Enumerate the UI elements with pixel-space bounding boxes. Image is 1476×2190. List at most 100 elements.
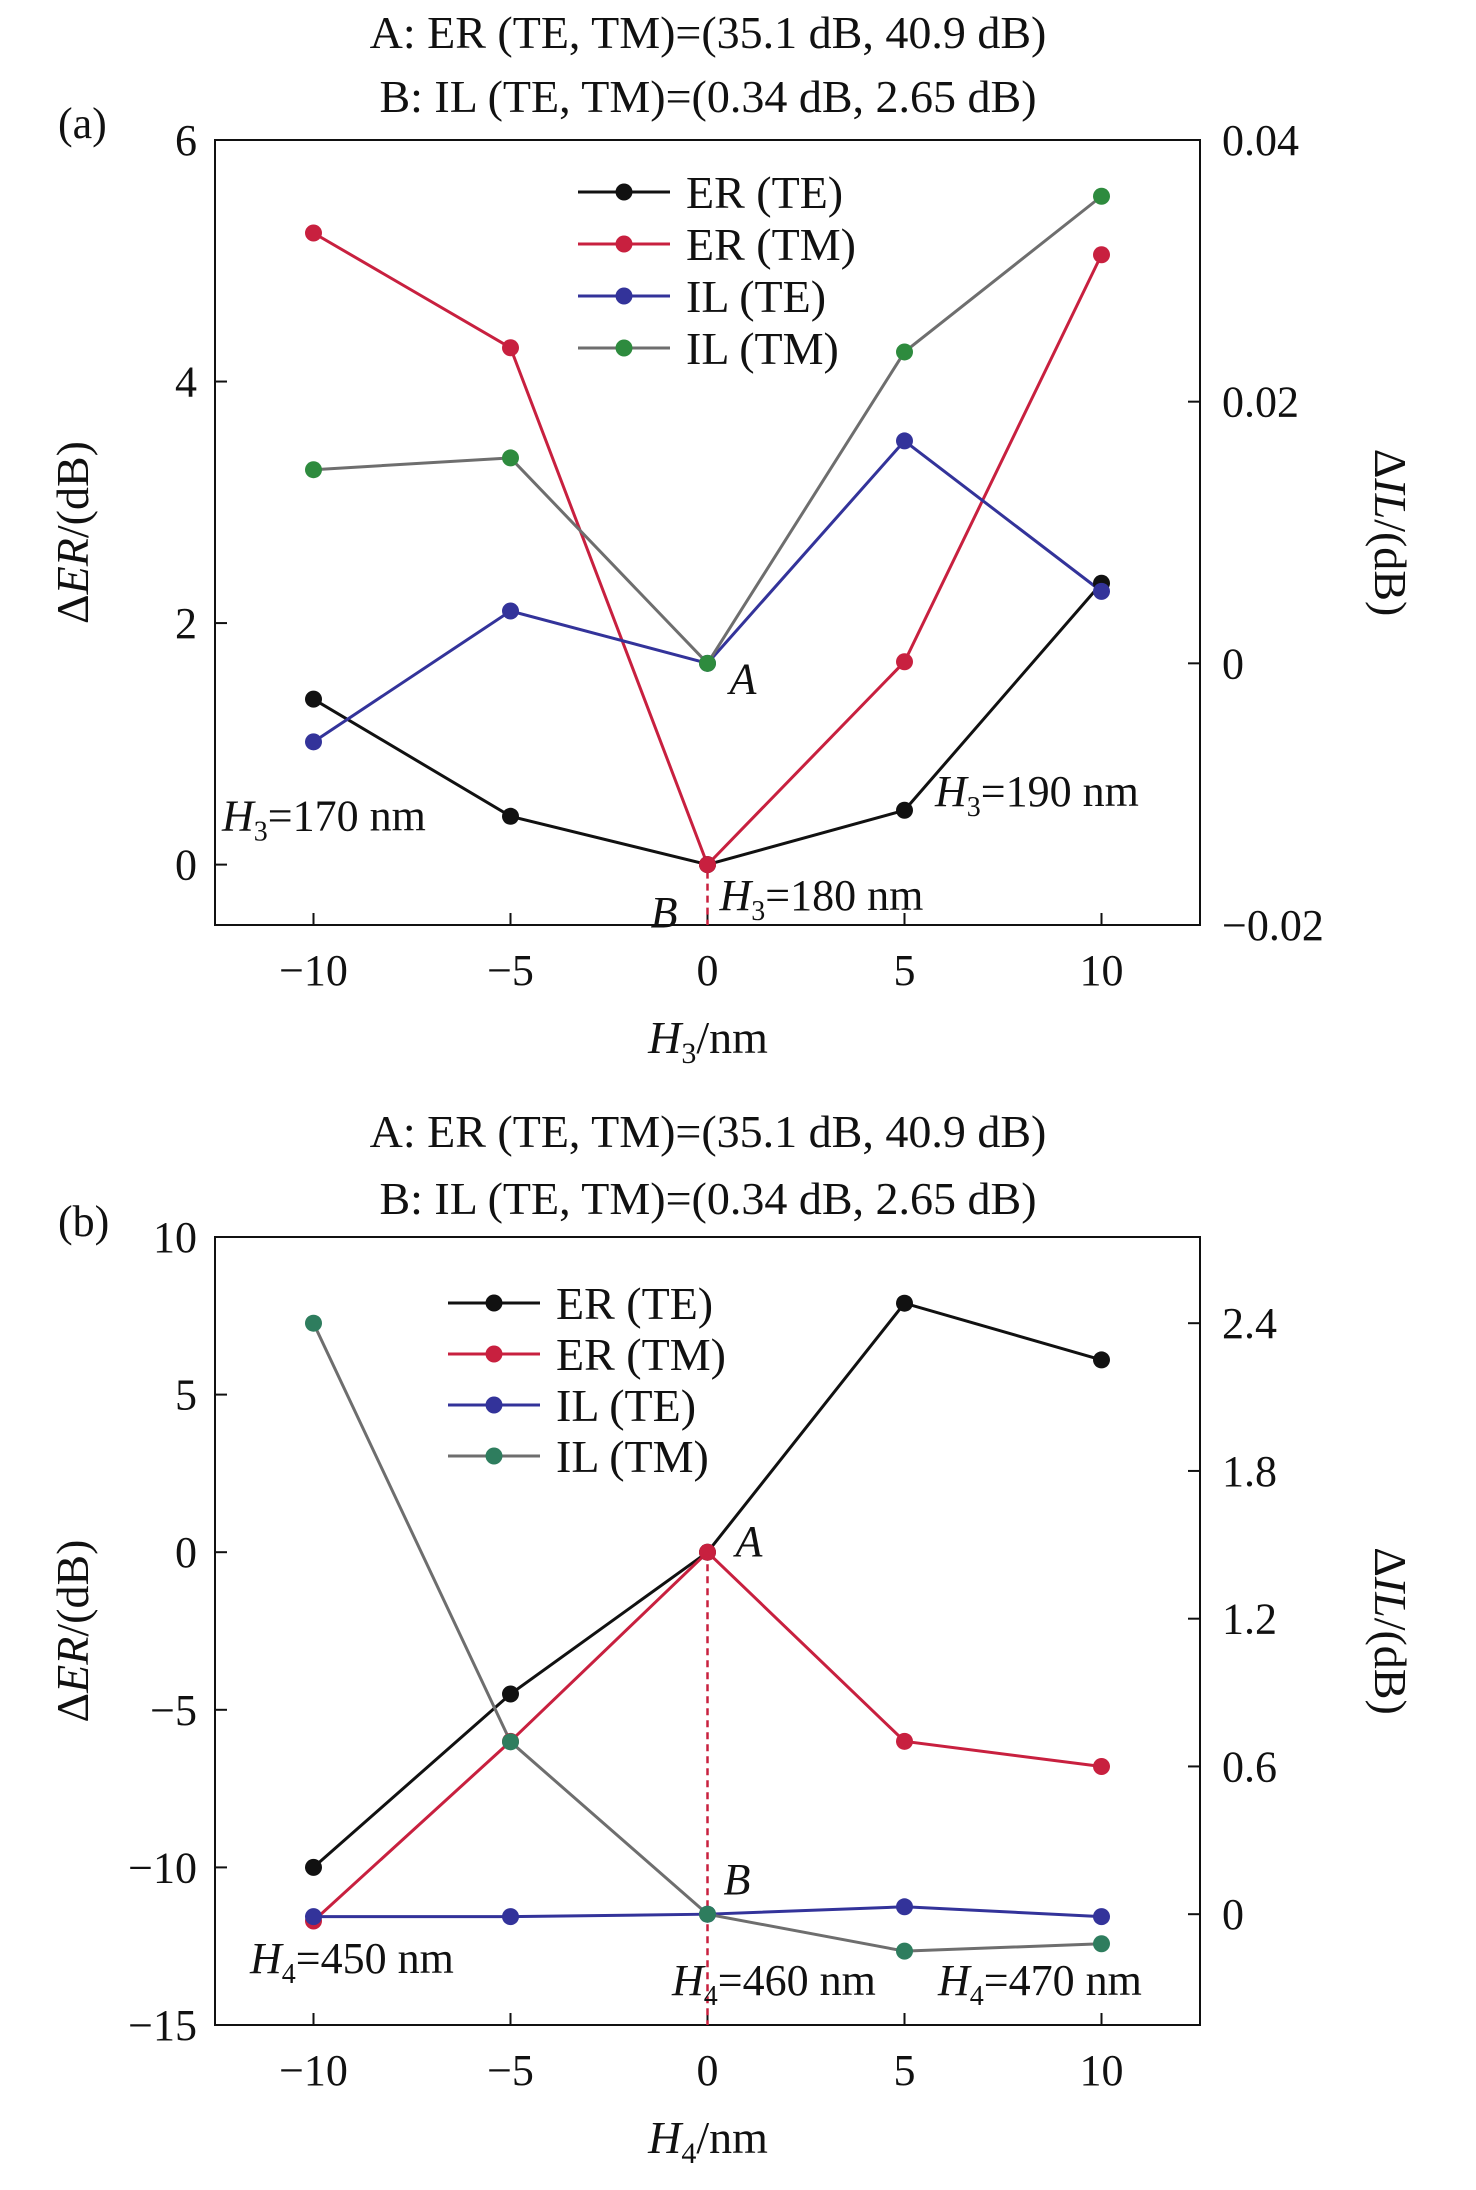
data-point — [305, 1908, 322, 1926]
data-point — [896, 432, 913, 450]
parameter-label-symbol: H — [937, 1956, 972, 2005]
data-point — [699, 1543, 716, 1561]
point-label-b: B — [724, 1855, 751, 1904]
data-point — [896, 1942, 913, 1960]
y-axis-label-unit: /(dB) — [47, 1540, 98, 1637]
x-tick-label: 0 — [697, 946, 719, 995]
legend-marker — [485, 1447, 503, 1465]
x-tick-label: −5 — [487, 2046, 534, 2095]
parameter-label-symbol: H — [671, 1956, 706, 2005]
parameter-label-value: =190 nm — [981, 767, 1139, 816]
parameter-label-subscript: 4 — [704, 1981, 718, 2012]
x-axis-label: H3/nm — [647, 1012, 768, 1070]
y-tick-label: −5 — [150, 1686, 197, 1735]
data-point — [502, 1908, 519, 1926]
data-point — [896, 343, 913, 361]
y-axis-label-symbol: ER — [47, 1637, 98, 1694]
legend: ER (TE)ER (TM)IL (TE)IL (TM) — [448, 1278, 726, 1482]
data-point — [1093, 1908, 1110, 1926]
y-tick-label: 4 — [175, 358, 197, 407]
point-label-b: B — [651, 888, 678, 937]
y2-tick-label: 0 — [1222, 639, 1244, 688]
data-point — [699, 856, 716, 874]
point-label-a: A — [733, 1517, 764, 1566]
legend-label: ER (TE) — [556, 1278, 713, 1329]
y-axis-label-unit: /(dB) — [47, 441, 98, 538]
y2-tick-label: 1.8 — [1222, 1447, 1277, 1496]
y2-axis-label: ΔIL/(dB) — [1365, 1547, 1416, 1715]
data-point — [305, 224, 322, 242]
x-axis-label: H4/nm — [647, 2112, 768, 2170]
parameter-label-value: =450 nm — [296, 1934, 454, 1983]
legend-label: ER (TE) — [686, 167, 843, 218]
y-tick-label: 10 — [153, 1213, 197, 1262]
y-tick-label: 2 — [175, 599, 197, 648]
x-axis-label-symbol: H — [647, 2112, 684, 2163]
panel-label: (a) — [58, 99, 107, 148]
parameter-label-value: =460 nm — [718, 1956, 876, 2005]
y-axis-label-delta: Δ — [47, 594, 98, 624]
y-axis-label: ΔER/(dB) — [47, 1540, 98, 1723]
legend: ER (TE)ER (TM)IL (TE)IL (TM) — [578, 167, 856, 374]
data-point — [502, 602, 519, 620]
y2-tick-label: 0.6 — [1222, 1742, 1277, 1791]
point-label-a: A — [727, 654, 758, 703]
y2-axis-label-symbol: IL — [1365, 1576, 1416, 1618]
data-point — [896, 1732, 913, 1750]
legend-marker — [615, 339, 633, 357]
parameter-label-subscript: 3 — [751, 896, 765, 927]
y2-tick-label: 2.4 — [1222, 1299, 1277, 1348]
parameter-label-value: =180 nm — [765, 871, 923, 920]
x-axis-label-unit: /nm — [696, 1012, 768, 1063]
parameter-label-subscript: 3 — [254, 816, 268, 847]
data-point — [1093, 246, 1110, 264]
parameter-label-symbol: H — [221, 791, 256, 840]
x-tick-label: 5 — [894, 946, 916, 995]
chart-title-line: B: IL (TE, TM)=(0.34 dB, 2.65 dB) — [379, 71, 1036, 122]
data-point — [305, 461, 322, 479]
y2-axis-label-unit: /(dB) — [1365, 519, 1416, 616]
y-tick-label: 0 — [175, 1528, 197, 1577]
y2-tick-label: 0 — [1222, 1890, 1244, 1939]
x-tick-label: −10 — [279, 2046, 348, 2095]
chart-title-line: A: ER (TE, TM)=(35.1 dB, 40.9 dB) — [370, 1106, 1047, 1157]
x-tick-label: 5 — [894, 2046, 916, 2095]
y-tick-label: −15 — [128, 2001, 197, 2050]
parameter-label-symbol: H — [249, 1934, 284, 1983]
data-point — [502, 807, 519, 825]
x-axis-label-subscript: 4 — [681, 2137, 696, 2170]
legend-marker — [615, 235, 633, 253]
data-point — [502, 1685, 519, 1703]
legend-marker — [485, 1294, 503, 1312]
y2-axis-label: ΔIL/(dB) — [1365, 449, 1416, 617]
legend-marker — [615, 287, 633, 305]
parameter-label: H4=460 nm — [671, 1956, 876, 2012]
parameter-label-symbol: H — [719, 871, 754, 920]
y2-axis-label-delta: Δ — [1365, 1547, 1416, 1577]
parameter-label-subscript: 4 — [282, 1959, 296, 1990]
series-line-il-te — [312, 438, 1103, 744]
y-axis-label: ΔER/(dB) — [47, 441, 98, 624]
parameter-label: H3=180 nm — [719, 871, 924, 927]
parameter-label: H4=450 nm — [249, 1934, 454, 1990]
y2-axis-label-unit: /(dB) — [1365, 1618, 1416, 1715]
data-point — [1093, 187, 1110, 205]
x-tick-label: 10 — [1080, 2046, 1124, 2095]
y2-tick-label: −0.02 — [1222, 901, 1324, 950]
legend-label: IL (TM) — [686, 323, 839, 374]
data-point — [1093, 1351, 1110, 1369]
y-axis-label-delta: Δ — [47, 1693, 98, 1723]
y2-axis-label-symbol: IL — [1365, 477, 1416, 519]
x-axis-label-unit: /nm — [696, 2112, 768, 2163]
data-point — [305, 1858, 322, 1876]
parameter-label-subscript: 4 — [970, 1981, 984, 2012]
data-point — [1093, 582, 1110, 600]
x-tick-label: −10 — [279, 946, 348, 995]
panel-label: (b) — [58, 1197, 109, 1246]
legend-label: ER (TM) — [556, 1329, 726, 1380]
parameter-label-subscript: 3 — [967, 792, 981, 823]
data-point — [1093, 1758, 1110, 1776]
series-line-er-te — [312, 582, 1103, 867]
chart-title-line: A: ER (TE, TM)=(35.1 dB, 40.9 dB) — [370, 7, 1047, 58]
